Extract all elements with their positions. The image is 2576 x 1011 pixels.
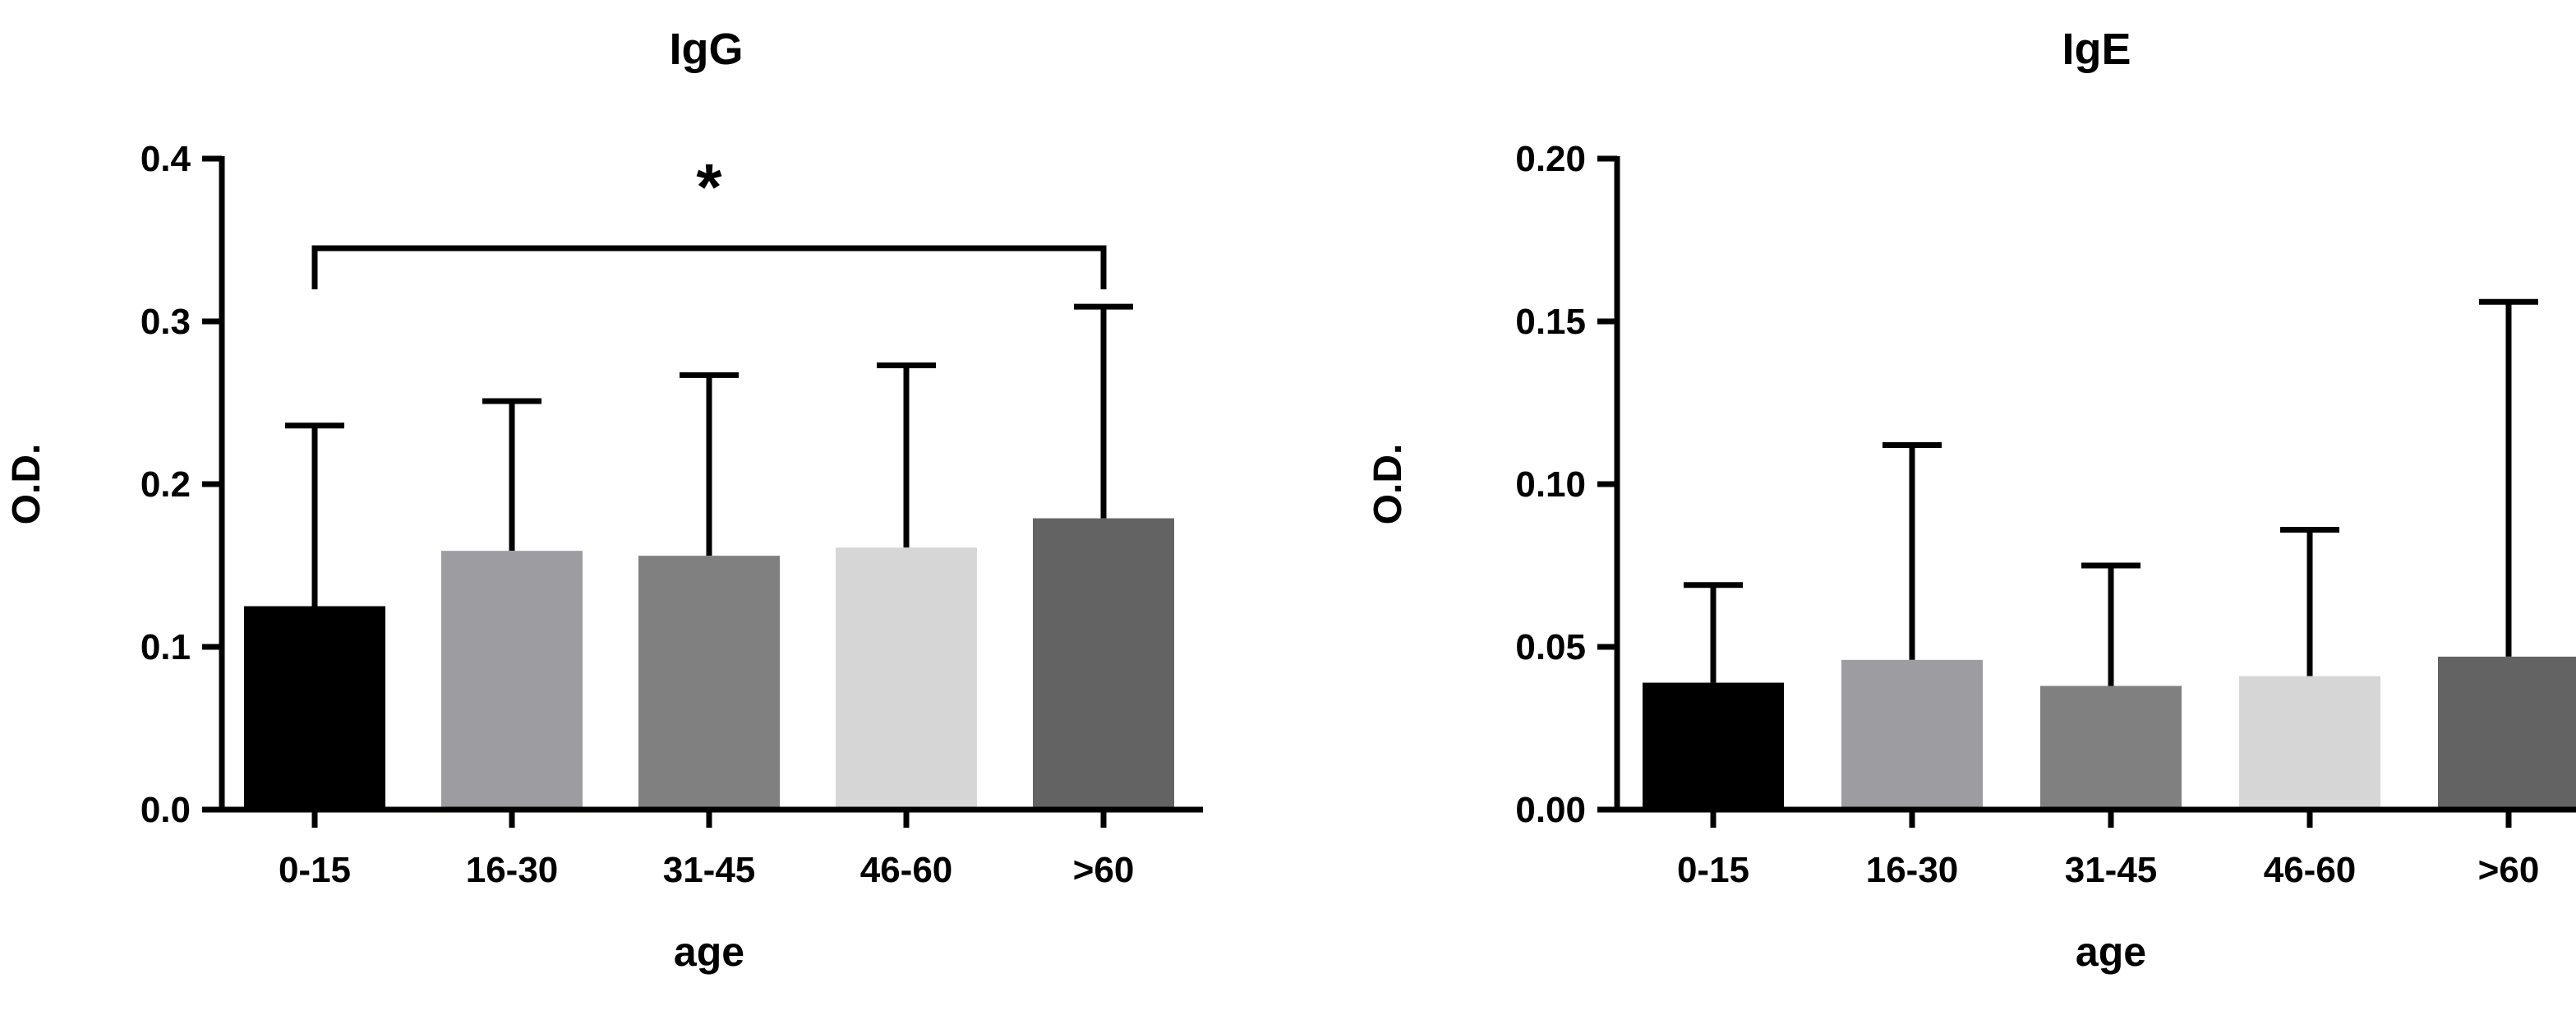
bar bbox=[638, 556, 780, 810]
significance-bracket bbox=[311, 245, 1107, 289]
x-tick-label: 16-30 bbox=[1866, 850, 1959, 890]
x-tick-label: 46-60 bbox=[2264, 850, 2357, 890]
bar bbox=[244, 606, 385, 810]
y-tick-label: 0.2 bbox=[141, 464, 191, 505]
y-tick-label: 0.00 bbox=[1515, 790, 1586, 830]
chart-title: IgE bbox=[2062, 25, 2131, 74]
y-tick-label: 0.0 bbox=[141, 790, 191, 830]
x-tick-label: 46-60 bbox=[860, 850, 953, 890]
y-axis-label: O.D. bbox=[1366, 444, 1410, 525]
x-tick-label: 31-45 bbox=[663, 850, 756, 890]
x-axis-label: age bbox=[674, 929, 744, 975]
x-tick-label: 16-30 bbox=[466, 850, 559, 890]
chart-title: IgG bbox=[670, 25, 744, 74]
bar bbox=[836, 547, 977, 810]
bar bbox=[441, 551, 583, 810]
y-tick-label: 0.3 bbox=[141, 302, 191, 342]
ige-panel: IgE 0-15 16-30 31-45 46-60 >60 0.00 0.05 0.10 0.1… bbox=[1366, 25, 2576, 975]
x-tick-label: >60 bbox=[2478, 850, 2540, 890]
y-axis-label: O.D. bbox=[5, 444, 48, 525]
bar bbox=[1033, 518, 1174, 810]
y-tick-label: 0.10 bbox=[1515, 464, 1586, 505]
bar bbox=[2040, 686, 2182, 810]
bar bbox=[1841, 659, 1983, 810]
y-tick-label: 0.1 bbox=[141, 627, 191, 667]
x-tick-label: >60 bbox=[1073, 850, 1135, 890]
x-axis-label: age bbox=[2076, 929, 2146, 975]
bar bbox=[2239, 676, 2380, 810]
x-tick-label: 0-15 bbox=[279, 850, 351, 890]
y-tick-label: 0.05 bbox=[1515, 627, 1586, 667]
x-tick-label: 31-45 bbox=[2065, 850, 2158, 890]
y-tick-label: 0.15 bbox=[1515, 302, 1586, 342]
igg-panel: IgG 0-15 16-30 31-45 46-60 >60 0.0 0.1 0.2 0.3 0.4… bbox=[5, 25, 1203, 975]
x-tick-label: 0-15 bbox=[1677, 850, 1749, 890]
significance-marker: * bbox=[696, 150, 722, 224]
y-tick-label: 0.4 bbox=[141, 139, 191, 179]
bar bbox=[1643, 682, 1784, 810]
bar bbox=[2438, 656, 2576, 810]
y-tick-label: 0.20 bbox=[1515, 139, 1586, 179]
